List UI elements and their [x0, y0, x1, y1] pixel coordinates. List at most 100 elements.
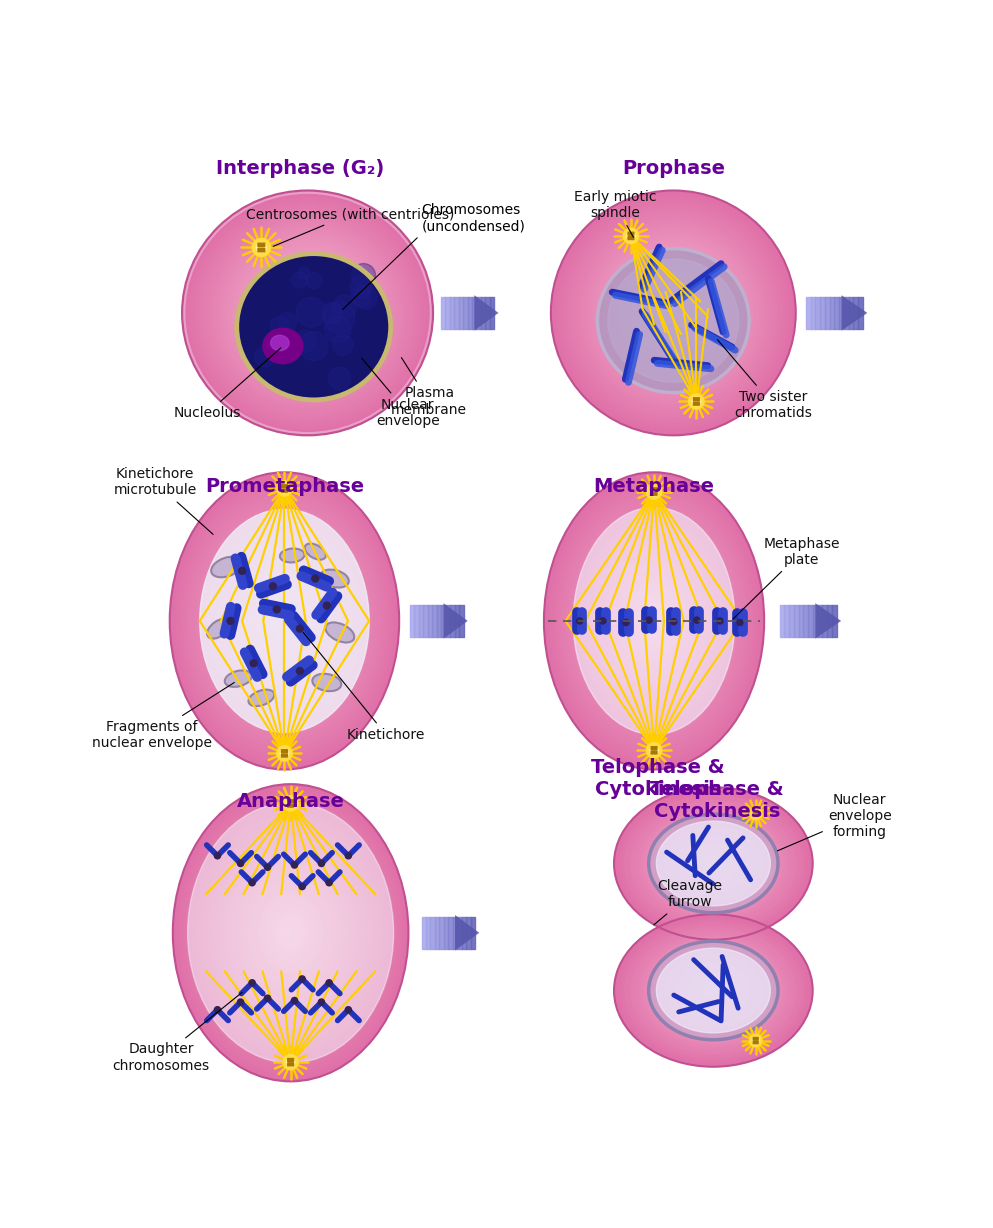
Ellipse shape [295, 301, 320, 325]
Ellipse shape [654, 946, 773, 1035]
Ellipse shape [250, 577, 319, 666]
Ellipse shape [202, 210, 414, 416]
Ellipse shape [248, 690, 274, 706]
Ellipse shape [558, 491, 750, 750]
Ellipse shape [670, 309, 676, 316]
Ellipse shape [189, 198, 426, 429]
Ellipse shape [627, 585, 681, 658]
Ellipse shape [324, 602, 331, 609]
Ellipse shape [171, 473, 398, 769]
Ellipse shape [319, 1000, 325, 1006]
Text: Nuclear
envelope
forming: Nuclear envelope forming [778, 792, 892, 851]
Ellipse shape [237, 861, 243, 867]
Text: Early miotic
spindle: Early miotic spindle [574, 190, 656, 237]
Ellipse shape [280, 484, 289, 492]
Text: Telophase &
Cytokinesis: Telophase & Cytokinesis [591, 758, 725, 799]
Ellipse shape [277, 745, 292, 761]
Ellipse shape [199, 206, 417, 420]
Ellipse shape [555, 194, 792, 431]
Ellipse shape [247, 572, 322, 669]
Ellipse shape [258, 892, 323, 974]
Ellipse shape [600, 546, 709, 695]
Ellipse shape [270, 276, 345, 350]
Ellipse shape [641, 936, 785, 1046]
Ellipse shape [583, 524, 725, 717]
Ellipse shape [625, 264, 722, 361]
Text: Anaphase: Anaphase [236, 792, 345, 812]
Ellipse shape [594, 539, 714, 702]
Ellipse shape [298, 268, 310, 279]
Ellipse shape [703, 982, 723, 998]
Ellipse shape [280, 549, 305, 562]
Ellipse shape [690, 846, 737, 880]
Ellipse shape [267, 343, 287, 362]
Ellipse shape [246, 877, 335, 989]
Ellipse shape [174, 785, 408, 1081]
Ellipse shape [680, 965, 746, 1016]
Ellipse shape [618, 917, 808, 1063]
Ellipse shape [619, 572, 689, 669]
Ellipse shape [553, 484, 756, 758]
Ellipse shape [352, 264, 375, 287]
Ellipse shape [632, 927, 795, 1054]
Ellipse shape [264, 899, 317, 966]
Ellipse shape [561, 200, 785, 425]
Ellipse shape [254, 262, 360, 365]
Ellipse shape [257, 264, 357, 361]
Ellipse shape [670, 958, 756, 1023]
Ellipse shape [306, 273, 322, 289]
Polygon shape [444, 603, 468, 639]
Ellipse shape [674, 960, 753, 1020]
Ellipse shape [670, 831, 756, 896]
Ellipse shape [279, 919, 302, 948]
Ellipse shape [270, 907, 311, 959]
Ellipse shape [550, 480, 758, 761]
Ellipse shape [622, 577, 687, 666]
Ellipse shape [283, 289, 333, 338]
FancyBboxPatch shape [651, 492, 657, 495]
Ellipse shape [616, 255, 731, 371]
Ellipse shape [355, 286, 377, 309]
Ellipse shape [622, 920, 805, 1061]
Ellipse shape [322, 302, 343, 323]
Ellipse shape [313, 674, 342, 691]
Ellipse shape [177, 788, 405, 1077]
Text: Metaphase
plate: Metaphase plate [733, 537, 840, 619]
Ellipse shape [326, 623, 355, 642]
Ellipse shape [249, 879, 255, 885]
Ellipse shape [585, 225, 762, 402]
Ellipse shape [276, 282, 339, 344]
FancyBboxPatch shape [754, 814, 759, 817]
Text: Prophase: Prophase [622, 160, 725, 178]
Ellipse shape [707, 986, 720, 996]
Ellipse shape [244, 873, 338, 992]
Ellipse shape [238, 567, 245, 575]
FancyBboxPatch shape [282, 754, 287, 756]
Ellipse shape [194, 810, 387, 1055]
Ellipse shape [208, 619, 231, 639]
FancyBboxPatch shape [693, 398, 699, 400]
Ellipse shape [601, 239, 747, 386]
Ellipse shape [641, 808, 785, 919]
Ellipse shape [217, 225, 398, 402]
Ellipse shape [684, 841, 743, 887]
Ellipse shape [263, 328, 303, 363]
Ellipse shape [267, 274, 349, 352]
Ellipse shape [624, 228, 638, 243]
Ellipse shape [312, 575, 319, 582]
Ellipse shape [232, 239, 382, 386]
Ellipse shape [623, 619, 629, 625]
Ellipse shape [586, 528, 722, 713]
Ellipse shape [319, 861, 325, 867]
Ellipse shape [217, 840, 363, 1025]
Ellipse shape [689, 394, 704, 409]
Ellipse shape [608, 558, 700, 684]
Ellipse shape [640, 603, 667, 640]
Ellipse shape [630, 588, 678, 655]
Ellipse shape [605, 554, 703, 688]
FancyBboxPatch shape [754, 810, 759, 813]
Text: Nuclear
envelope: Nuclear envelope [361, 359, 440, 429]
Ellipse shape [664, 825, 763, 901]
Ellipse shape [588, 227, 759, 398]
Ellipse shape [645, 286, 701, 340]
